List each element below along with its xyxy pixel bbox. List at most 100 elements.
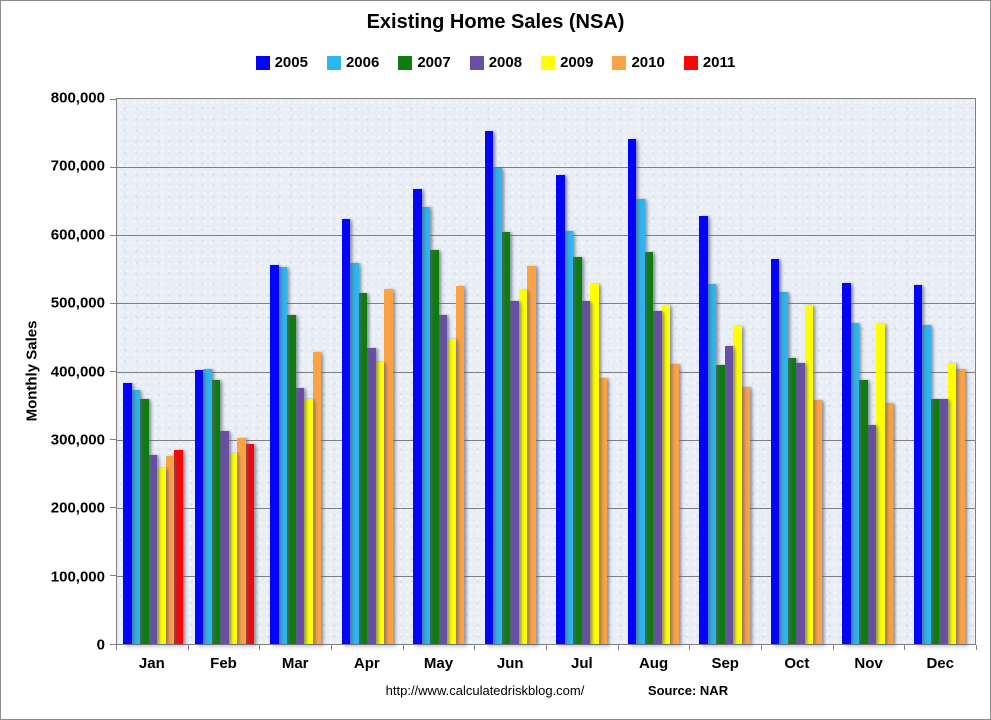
legend-swatch-2007: [398, 55, 413, 70]
y-tick-mark: [110, 575, 117, 577]
bar-2008-feb: [220, 430, 229, 644]
gridline: [117, 371, 975, 373]
bar-2008-aug: [653, 310, 662, 644]
bar-2007-mar: [287, 314, 296, 644]
legend-item-2006: 2006: [326, 54, 379, 71]
bar-2005-apr: [341, 218, 351, 644]
legend-swatch-2006: [326, 55, 341, 70]
x-tick-mark: [331, 645, 332, 650]
x-tick-label-may: May: [423, 655, 454, 672]
bar-2006-jan: [131, 389, 140, 644]
x-tick-mark: [187, 645, 189, 650]
bar-2008-jan: [148, 454, 157, 644]
x-tick-mark: [259, 645, 261, 650]
bar-2005-dec: [913, 284, 923, 644]
y-axis-labels: 800,000 700,000 600,000 500,000 400,000 300,0…: [1, 90, 105, 654]
bar-2009-may: [447, 338, 456, 644]
y-tick-mark: [110, 371, 117, 372]
x-tick-label-jul: Jul: [571, 655, 593, 672]
x-tick-mark: [617, 645, 619, 650]
legend-item-2010: 2010: [612, 54, 665, 71]
legend-label-2009: 2009: [560, 54, 594, 71]
bar-2008-jun: [510, 300, 519, 644]
bar-2010-mar: [312, 351, 322, 644]
y-tick-label: 300,000: [50, 431, 105, 449]
y-tick-mark: [110, 507, 117, 509]
bar-2006-aug: [636, 199, 645, 644]
legend-label-2008: 2008: [488, 54, 523, 71]
bar-2005-aug: [627, 138, 637, 644]
bar-2005-jul: [556, 174, 565, 644]
bar-group-jun: [475, 99, 547, 644]
y-tick-label: 200,000: [50, 499, 105, 517]
x-tick-mark: [976, 645, 977, 650]
bar-2009-jul: [590, 283, 599, 644]
y-tick-mark: [110, 98, 117, 100]
bar-2005-sep: [699, 216, 708, 644]
y-tick-mark: [110, 302, 117, 304]
bar-2006-jul: [564, 231, 574, 644]
legend-item-2008: 2008: [469, 54, 523, 71]
legend-label-2007: 2007: [417, 54, 451, 71]
bar-2007-oct: [787, 357, 797, 644]
bar-group-nov: [832, 99, 904, 644]
bar-group-mar: [260, 99, 332, 644]
y-tick-label: 700,000: [50, 157, 105, 175]
bar-2009-mar: [304, 399, 313, 644]
gridline: [117, 439, 975, 441]
x-tick-mark: [689, 645, 691, 650]
bar-2008-nov: [867, 424, 877, 644]
gridline: [117, 303, 975, 305]
x-axis-labels: Jan Feb Mar Apr May Jun Jul Aug Sep Oct Nov Dec: [116, 655, 976, 672]
bar-2010-jun: [527, 265, 536, 644]
x-tick-label-dec: Dec: [926, 655, 954, 672]
bar-2008-oct: [796, 362, 805, 644]
bar-2007-jan: [140, 398, 149, 644]
x-tick-mark: [402, 645, 404, 650]
bar-2009-dec: [947, 362, 957, 644]
bar-2010-jan: [165, 455, 174, 644]
bar-2008-sep: [724, 345, 734, 644]
legend: 2005 2006 2007 2008 2009 2010 2011: [1, 54, 990, 71]
bar-2008-dec: [939, 398, 948, 644]
y-tick-mark: [110, 234, 117, 236]
bar-2006-may: [421, 207, 431, 644]
bar-group-jul: [546, 99, 618, 644]
bar-group-sep: [689, 99, 761, 644]
legend-swatch-2010: [612, 55, 627, 70]
bar-group-dec: [904, 99, 976, 644]
y-tick-label: 400,000: [50, 363, 105, 380]
bar-2009-jun: [518, 289, 528, 644]
bar-group-apr: [332, 99, 404, 644]
x-tick-label-jan: Jan: [138, 655, 165, 672]
bar-2010-apr: [384, 289, 393, 644]
legend-swatch-2005: [255, 55, 270, 70]
bar-2007-jun: [501, 231, 511, 644]
bar-2005-oct: [770, 259, 780, 644]
legend-item-2011: 2011: [683, 54, 736, 71]
x-tick-mark: [761, 645, 762, 650]
bar-2011-jan: [174, 449, 183, 644]
bar-2009-apr: [375, 361, 385, 644]
bar-2009-aug: [661, 305, 671, 644]
bar-2009-sep: [733, 325, 742, 644]
bar-2010-sep: [741, 387, 751, 644]
bar-2006-sep: [707, 284, 717, 644]
plot-area: [110, 98, 976, 645]
bar-2007-aug: [644, 252, 654, 644]
x-tick-mark: [116, 645, 117, 650]
bar-2005-jan: [123, 383, 132, 644]
x-axis-ticks: [116, 645, 977, 651]
x-tick-mark: [474, 645, 476, 650]
y-tick-label: 800,000: [50, 89, 105, 107]
x-tick-label-feb: Feb: [210, 655, 237, 672]
bar-2006-jun: [493, 167, 502, 644]
legend-label-2005: 2005: [274, 54, 308, 71]
gridline: [117, 507, 975, 509]
bar-2011-feb: [245, 444, 254, 644]
legend-label-2011: 2011: [702, 54, 736, 71]
y-tick-mark: [110, 439, 117, 441]
bar-group-oct: [761, 99, 833, 644]
gridline: [117, 167, 975, 169]
bar-2007-feb: [211, 380, 220, 644]
